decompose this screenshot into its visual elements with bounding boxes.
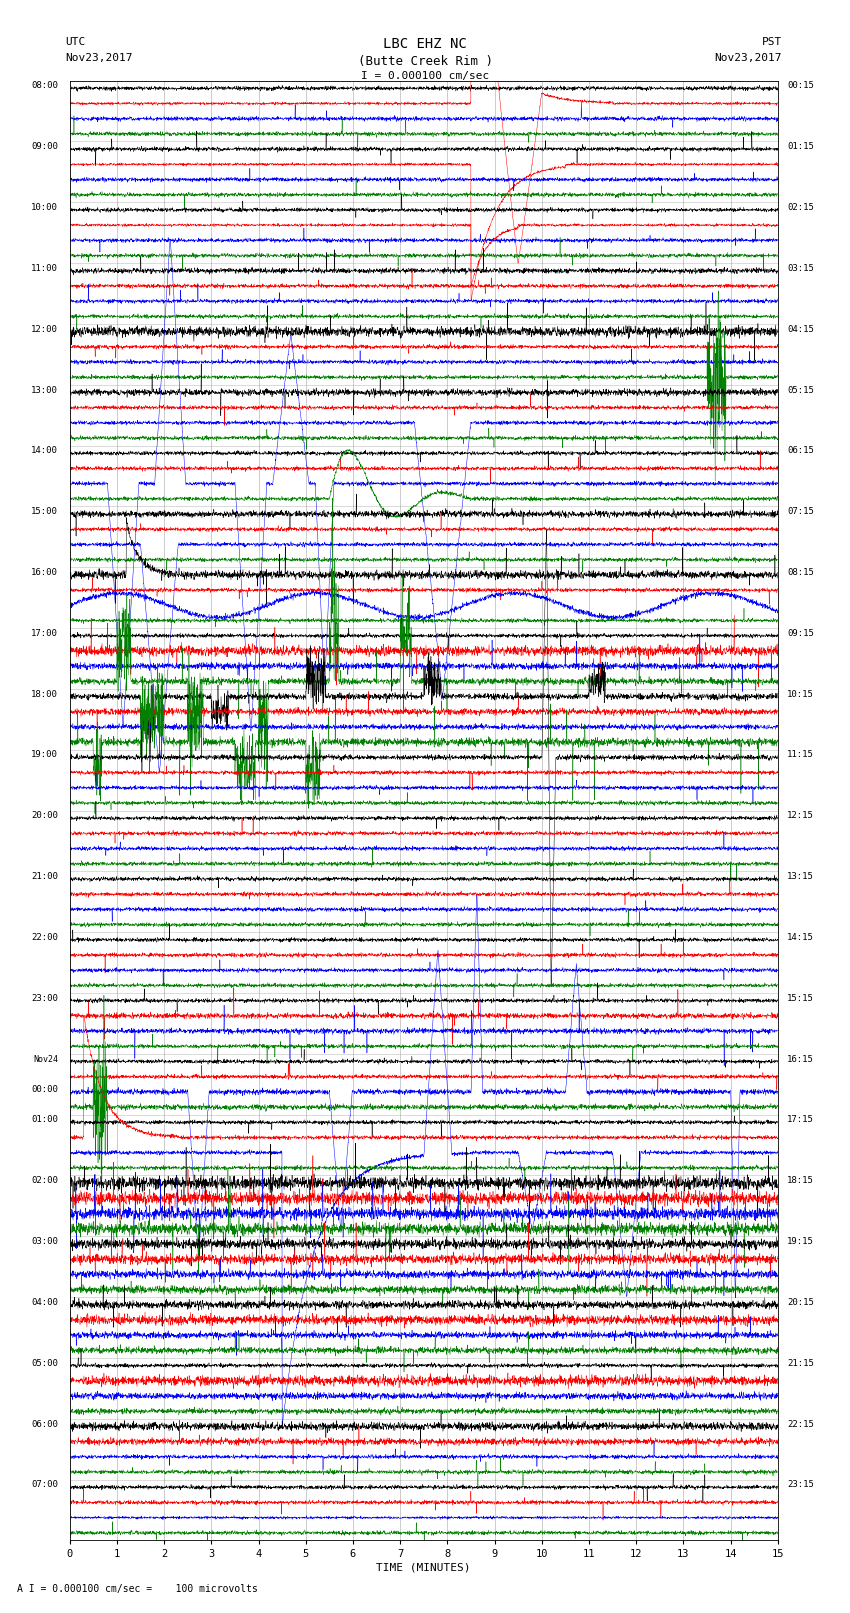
Text: 23:00: 23:00 <box>31 994 58 1003</box>
Text: 21:00: 21:00 <box>31 873 58 881</box>
Text: (Butte Creek Rim ): (Butte Creek Rim ) <box>358 55 492 68</box>
Text: Nov23,2017: Nov23,2017 <box>715 53 782 63</box>
Text: 19:00: 19:00 <box>31 750 58 760</box>
Text: 01:15: 01:15 <box>787 142 814 152</box>
Text: 00:15: 00:15 <box>787 81 814 90</box>
X-axis label: TIME (MINUTES): TIME (MINUTES) <box>377 1563 471 1573</box>
Text: 05:00: 05:00 <box>31 1358 58 1368</box>
Text: A I = 0.000100 cm/sec =    100 microvolts: A I = 0.000100 cm/sec = 100 microvolts <box>17 1584 258 1594</box>
Text: 13:00: 13:00 <box>31 386 58 395</box>
Text: 15:15: 15:15 <box>787 994 814 1003</box>
Text: 07:15: 07:15 <box>787 506 814 516</box>
Text: 23:15: 23:15 <box>787 1481 814 1489</box>
Text: 22:15: 22:15 <box>787 1419 814 1429</box>
Text: 01:00: 01:00 <box>31 1116 58 1124</box>
Text: 02:15: 02:15 <box>787 203 814 211</box>
Text: 00:00: 00:00 <box>31 1086 58 1094</box>
Text: PST: PST <box>762 37 782 47</box>
Text: 14:15: 14:15 <box>787 932 814 942</box>
Text: 13:15: 13:15 <box>787 873 814 881</box>
Text: 08:00: 08:00 <box>31 81 58 90</box>
Text: 18:15: 18:15 <box>787 1176 814 1186</box>
Text: 20:15: 20:15 <box>787 1298 814 1307</box>
Text: 16:00: 16:00 <box>31 568 58 577</box>
Text: 16:15: 16:15 <box>787 1055 814 1063</box>
Text: 07:00: 07:00 <box>31 1481 58 1489</box>
Text: 06:15: 06:15 <box>787 447 814 455</box>
Text: 03:00: 03:00 <box>31 1237 58 1247</box>
Text: 05:15: 05:15 <box>787 386 814 395</box>
Text: 09:15: 09:15 <box>787 629 814 637</box>
Text: 10:15: 10:15 <box>787 690 814 698</box>
Text: I = 0.000100 cm/sec: I = 0.000100 cm/sec <box>361 71 489 81</box>
Text: 22:00: 22:00 <box>31 932 58 942</box>
Text: Nov24: Nov24 <box>33 1055 58 1063</box>
Text: 06:00: 06:00 <box>31 1419 58 1429</box>
Text: 10:00: 10:00 <box>31 203 58 211</box>
Text: 18:00: 18:00 <box>31 690 58 698</box>
Text: 09:00: 09:00 <box>31 142 58 152</box>
Text: 19:15: 19:15 <box>787 1237 814 1247</box>
Text: 15:00: 15:00 <box>31 506 58 516</box>
Text: 12:15: 12:15 <box>787 811 814 821</box>
Text: 03:15: 03:15 <box>787 265 814 273</box>
Text: 04:15: 04:15 <box>787 324 814 334</box>
Text: 17:15: 17:15 <box>787 1116 814 1124</box>
Text: 17:00: 17:00 <box>31 629 58 637</box>
Text: 08:15: 08:15 <box>787 568 814 577</box>
Text: Nov23,2017: Nov23,2017 <box>65 53 133 63</box>
Text: 14:00: 14:00 <box>31 447 58 455</box>
Text: 11:00: 11:00 <box>31 265 58 273</box>
Text: 02:00: 02:00 <box>31 1176 58 1186</box>
Text: 21:15: 21:15 <box>787 1358 814 1368</box>
Text: 11:15: 11:15 <box>787 750 814 760</box>
Text: LBC EHZ NC: LBC EHZ NC <box>383 37 467 52</box>
Text: UTC: UTC <box>65 37 86 47</box>
Text: 04:00: 04:00 <box>31 1298 58 1307</box>
Text: 20:00: 20:00 <box>31 811 58 821</box>
Text: 12:00: 12:00 <box>31 324 58 334</box>
